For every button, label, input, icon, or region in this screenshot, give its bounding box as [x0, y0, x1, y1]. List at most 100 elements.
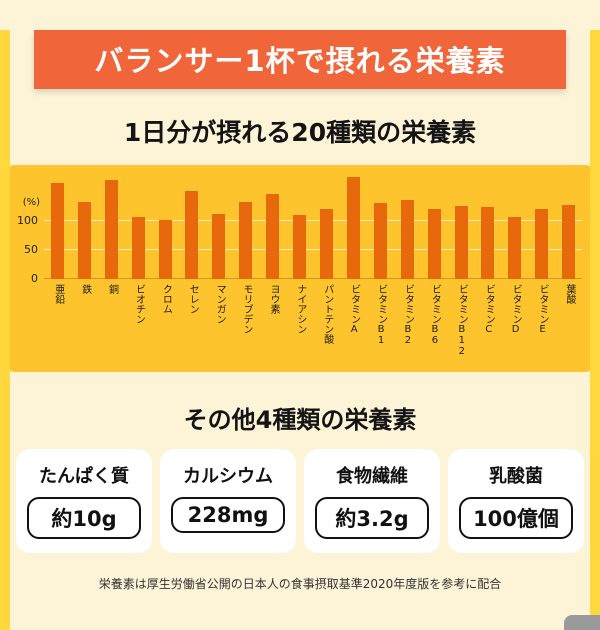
banner-title: バランサー1杯で摂れる栄養素	[94, 44, 506, 78]
category-label: ビタミンD	[510, 284, 522, 335]
card-value: 100億個	[458, 497, 574, 539]
chart-column: ビタミンA	[340, 175, 367, 364]
y-tick-50: 50	[24, 243, 38, 257]
chart-column: ビタミンB2	[394, 175, 421, 364]
plot-area: 亜鉛 鉄 銅 ビオチン クロム セレン マンガン モリブデン ヨウ素 ナイアシン パントテン酸 ビタミ…	[44, 175, 582, 364]
category-label: ヨウ素	[267, 284, 279, 314]
category-label: 鉄	[79, 284, 91, 294]
chart-column: マンガン	[205, 175, 232, 364]
left-edge-stripe	[0, 30, 10, 630]
bar-ビタミンB12	[454, 206, 468, 279]
bar-wrap	[535, 175, 549, 279]
category-label: モリブデン	[241, 284, 253, 334]
chart-column: ビタミンB12	[448, 175, 475, 364]
category-label: ビオチン	[133, 284, 145, 324]
chart-column: ビオチン	[125, 175, 152, 364]
y-axis: (%) 0 50 100	[12, 175, 44, 364]
chart-column: 銅	[98, 175, 125, 364]
chart-column: モリブデン	[232, 175, 259, 364]
bar-wrap	[481, 175, 495, 279]
chart-column: 亜鉛	[44, 175, 71, 364]
chart-column: ビタミンC	[475, 175, 502, 364]
bar-columns: 亜鉛 鉄 銅 ビオチン クロム セレン マンガン モリブデン ヨウ素 ナイアシン パントテン酸 ビタミ…	[44, 175, 582, 364]
bar-wrap	[320, 175, 334, 279]
category-label: 亜鉛	[52, 284, 64, 304]
bar-wrap	[50, 175, 64, 279]
y-tick-100: 100	[17, 214, 38, 228]
nutrient-cards-row: たんぱく質 約10g カルシウム 228mg 食物繊維 約3.2g 乳酸菌 100億個	[16, 449, 584, 553]
card-label: 食物繊維	[336, 466, 408, 487]
bar-ヨウ素	[266, 194, 280, 279]
bar-亜鉛	[50, 182, 64, 279]
bar-wrap	[239, 175, 253, 279]
bar-wrap	[77, 175, 91, 279]
y-axis-unit: (%)	[22, 197, 40, 209]
category-label: ビタミンE	[537, 284, 549, 335]
card-label: たんぱく質	[39, 466, 129, 487]
chart-column: ヨウ素	[259, 175, 286, 364]
nutrient-card-3: 食物繊維約3.2g	[304, 449, 440, 553]
bar-葉酸	[562, 205, 576, 279]
bar-ビタミンA	[346, 177, 360, 279]
nutrient-bar-chart: (%) 0 50 100 亜鉛 鉄 銅 ビオチン クロム セレン マンガン モリブデン ヨウ素 ナイアシ…	[8, 165, 592, 372]
chart-column: クロム	[152, 175, 179, 364]
card-label: カルシウム	[183, 466, 273, 487]
bar-wrap	[562, 175, 576, 279]
bar-wrap	[185, 175, 199, 279]
nutrient-card-2: カルシウム 228mg	[160, 449, 296, 553]
bar-wrap	[158, 175, 172, 279]
bar-モリブデン	[239, 201, 253, 279]
card-value: 約10g	[26, 497, 142, 539]
gridline-0	[44, 278, 582, 279]
right-edge-stripe	[590, 30, 600, 630]
card-label: 乳酸菌	[489, 466, 543, 487]
category-label: ビタミンA	[348, 284, 360, 335]
bar-銅	[104, 179, 118, 279]
bar-マンガン	[212, 214, 226, 279]
category-label: ビタミンB1	[375, 284, 387, 346]
bar-wrap	[508, 175, 522, 279]
bar-ビタミンB6	[427, 209, 441, 279]
nutrient-card-1: たんぱく質約10g	[16, 449, 152, 553]
other-section-title: その他4種類の栄養素	[183, 406, 417, 434]
category-label: ビタミンC	[483, 284, 495, 335]
category-label: マンガン	[214, 284, 226, 324]
chart-body: (%) 0 50 100 亜鉛 鉄 銅 ビオチン クロム セレン マンガン モリブデン ヨウ素 ナイアシ…	[12, 175, 582, 364]
bar-ビタミンC	[481, 207, 495, 279]
chart-column: ナイアシン	[286, 175, 313, 364]
footnote: 栄養素は厚生労働省公開の日本人の食事摂取基準2020年度版を参考に配合	[98, 577, 502, 591]
bar-鉄	[77, 202, 91, 279]
category-label: ビタミンB12	[456, 284, 468, 357]
grid-layer	[44, 175, 582, 279]
bar-ビタミンE	[535, 209, 549, 279]
bar-wrap	[131, 175, 145, 279]
chart-column: セレン	[179, 175, 206, 364]
bar-セレン	[185, 190, 199, 279]
chart-column: ビタミンB6	[421, 175, 448, 364]
bar-クロム	[158, 219, 172, 279]
bar-wrap	[427, 175, 441, 279]
bar-wrap	[212, 175, 226, 279]
bar-ビタミンB2	[400, 200, 414, 279]
chart-column: ビタミンB1	[367, 175, 394, 364]
header-banner: バランサー1杯で摂れる栄養素	[34, 30, 566, 89]
chart-column: パントテン酸	[313, 175, 340, 364]
gridline-50	[44, 249, 582, 251]
bar-wrap	[104, 175, 118, 279]
bar-wrap	[293, 175, 307, 279]
category-label: ナイアシン	[294, 284, 306, 334]
category-label: 銅	[106, 284, 118, 294]
nutrient-card-4: 乳酸菌 100億個	[448, 449, 584, 553]
chart-column: ビタミンD	[501, 175, 528, 364]
bar-パントテン酸	[320, 209, 334, 279]
category-label: ビタミンB6	[429, 284, 441, 346]
category-label: ビタミンB2	[402, 284, 414, 346]
card-value: 約3.2g	[314, 497, 430, 539]
bar-ビオチン	[131, 217, 145, 279]
corner-artifact	[564, 615, 600, 630]
bar-wrap	[266, 175, 280, 279]
category-label: クロム	[160, 284, 172, 314]
bar-ナイアシン	[293, 215, 307, 279]
category-label: パントテン酸	[321, 284, 333, 344]
gridline-100	[44, 220, 582, 222]
